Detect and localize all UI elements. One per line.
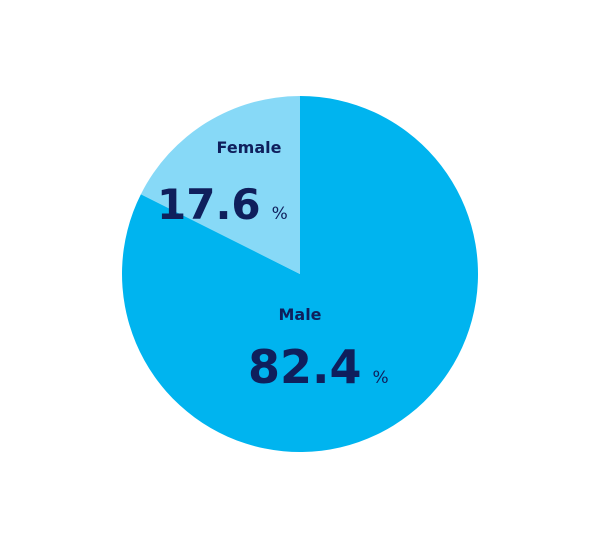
slice-value-unit-male: % — [373, 368, 389, 388]
slice-value-number-male: 82.4 — [248, 340, 362, 394]
slice-value-female: 17.6% — [157, 180, 288, 229]
slice-value-number-female: 17.6 — [157, 180, 261, 229]
slice-value-male: 82.4% — [248, 340, 389, 394]
pie-slice-male — [122, 96, 479, 452]
pie-slices — [122, 96, 479, 452]
pie-slice-female — [140, 96, 300, 274]
slice-value-unit-female: % — [272, 204, 288, 224]
slice-label-male: Male — [278, 305, 321, 324]
slice-label-female: Female — [217, 138, 282, 157]
